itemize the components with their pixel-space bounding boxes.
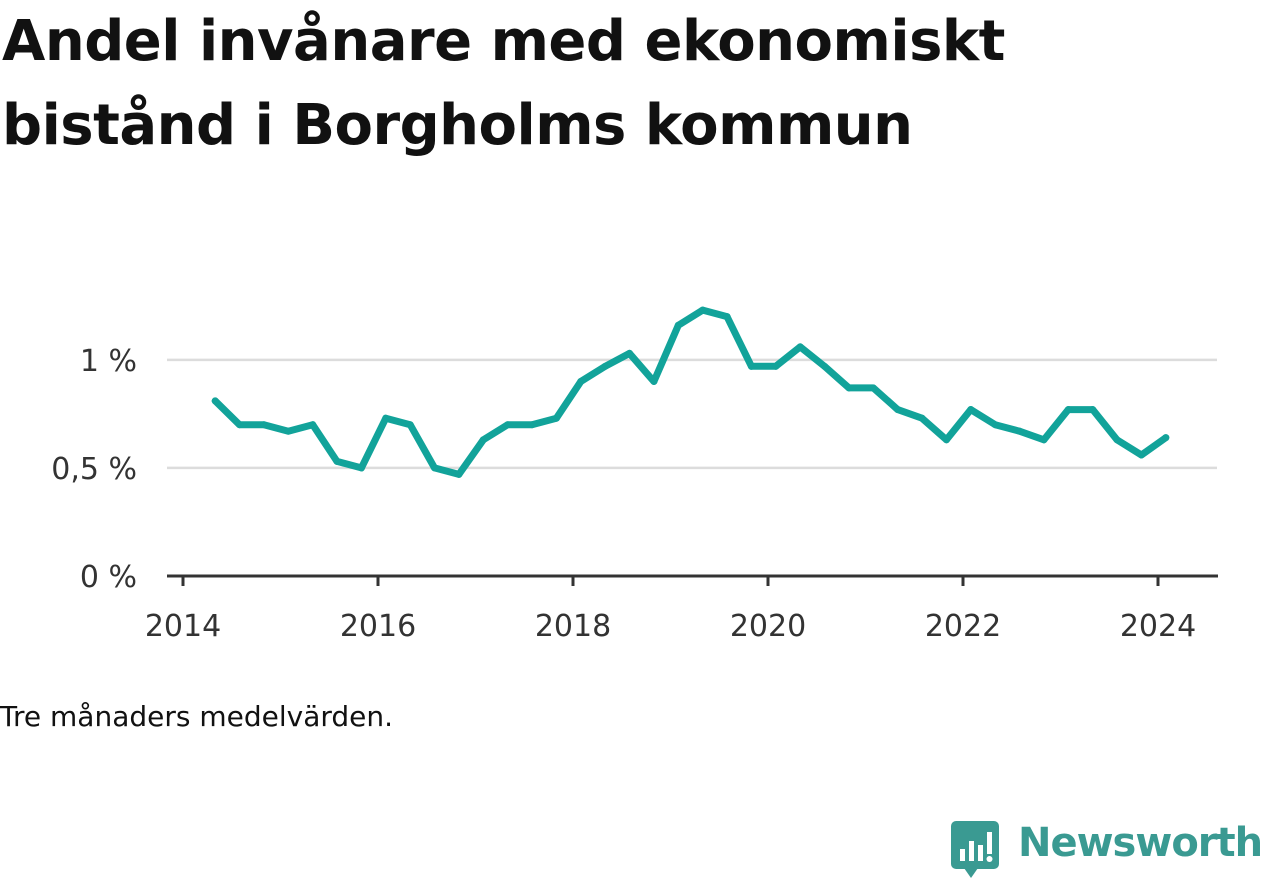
series-layer (211, 306, 1170, 478)
y-gridlines (167, 358, 1217, 470)
data-point (528, 421, 536, 429)
data-point (577, 377, 585, 385)
data-point (723, 313, 731, 321)
x-tick-label: 2014 (145, 609, 221, 644)
y-tick-label: 0,5 % (51, 452, 137, 487)
brand-name: Newsworthy (1018, 820, 1262, 866)
data-point (991, 421, 999, 429)
data-point (211, 397, 219, 405)
data-point (772, 362, 780, 370)
data-point (382, 414, 390, 422)
x-tick-label: 2016 (340, 609, 416, 644)
data-point (357, 464, 365, 472)
data-point (406, 421, 414, 429)
data-point (918, 414, 926, 422)
data-point (1016, 427, 1024, 435)
data-point (942, 436, 950, 444)
data-point (1064, 406, 1072, 414)
line-chart: 0 % 0,5 % 1 % 2014 2016 2018 2020 2022 2024 (51, 306, 1218, 644)
data-point (894, 406, 902, 414)
y-tick-label: 0 % (80, 560, 137, 595)
data-point (796, 343, 804, 351)
data-point (1137, 451, 1145, 459)
data-point (455, 470, 463, 478)
data-point (747, 362, 755, 370)
bar-chart-speech-bubble-icon (951, 821, 999, 878)
data-point (650, 377, 658, 385)
data-point (260, 421, 268, 429)
data-point (1162, 434, 1170, 442)
data-point (1040, 436, 1048, 444)
y-tick-label: 1 % (80, 344, 137, 379)
data-point (1089, 406, 1097, 414)
data-point (504, 421, 512, 429)
chart-footnote: Tre månaders medelvärden. (0, 700, 394, 733)
data-point (479, 436, 487, 444)
x-axis-ticks: 2014 2016 2018 2020 2022 2024 (145, 576, 1196, 644)
series-line (211, 306, 1170, 478)
x-tick-label: 2018 (535, 609, 611, 644)
data-point (552, 414, 560, 422)
x-tick-label: 2022 (925, 609, 1001, 644)
data-point (309, 421, 317, 429)
data-point (699, 306, 707, 314)
data-point (333, 457, 341, 465)
data-point (967, 406, 975, 414)
data-point (431, 464, 439, 472)
data-point (626, 349, 634, 357)
x-tick-label: 2024 (1120, 609, 1196, 644)
newsworthy-logo: Newsworthy (948, 818, 1262, 882)
data-point (845, 384, 853, 392)
chart-title: Andel invånare med ekonomiskt bistånd i … (2, 9, 1005, 158)
y-axis-labels: 0 % 0,5 % 1 % (51, 344, 137, 595)
data-point (674, 321, 682, 329)
data-point (236, 421, 244, 429)
data-point (821, 362, 829, 370)
x-tick-label: 2020 (730, 609, 806, 644)
data-point (284, 427, 292, 435)
data-point (869, 384, 877, 392)
data-point (1113, 436, 1121, 444)
data-point (601, 362, 609, 370)
